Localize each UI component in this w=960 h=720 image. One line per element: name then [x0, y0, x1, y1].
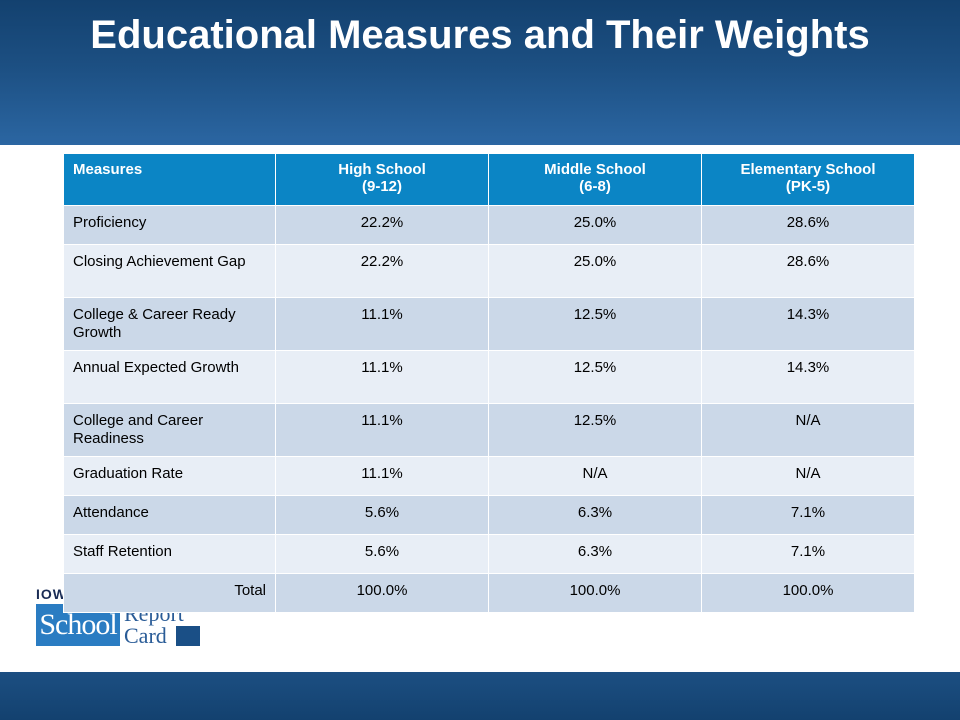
table-row: Annual Expected Growth 11.1% 12.5% 14.3% — [63, 350, 915, 404]
header-elementary-school: Elementary School (PK-5) — [701, 153, 915, 206]
measure-cell: College and Career Readiness — [63, 403, 276, 457]
logo-square-mark — [176, 626, 200, 646]
middle-school-cell: 12.5% — [488, 297, 702, 351]
table-header-row: Measures High School (9-12) Middle Schoo… — [63, 153, 915, 206]
middle-school-cell: 6.3% — [488, 495, 702, 535]
middle-school-cell: 12.5% — [488, 403, 702, 457]
elementary-school-cell: 14.3% — [701, 350, 915, 404]
measure-cell: Attendance — [63, 495, 276, 535]
slide-footer-band — [0, 672, 960, 720]
high-school-cell: 22.2% — [275, 244, 489, 298]
header-measures: Measures — [63, 153, 276, 206]
table-row: College and Career Readiness 11.1% 12.5%… — [63, 403, 915, 457]
header-middle-school-line2: (6-8) — [579, 178, 611, 195]
measure-cell: Closing Achievement Gap — [63, 244, 276, 298]
high-school-cell: 5.6% — [275, 534, 489, 574]
measure-cell: Proficiency — [63, 205, 276, 245]
slide-title: Educational Measures and Their Weights — [90, 13, 870, 57]
header-elementary-school-line2: (PK-5) — [785, 178, 831, 195]
high-school-cell: 11.1% — [275, 350, 489, 404]
high-school-cell: 11.1% — [275, 403, 489, 457]
high-school-cell: 11.1% — [275, 456, 489, 496]
elementary-school-cell: N/A — [701, 403, 915, 457]
header-high-school-line1: High School — [338, 161, 426, 178]
high-school-cell: 11.1% — [275, 297, 489, 351]
measure-cell: Graduation Rate — [63, 456, 276, 496]
middle-school-cell: 25.0% — [488, 244, 702, 298]
elementary-school-cell: 14.3% — [701, 297, 915, 351]
logo-card-text: Card — [124, 623, 167, 648]
header-elementary-school-line1: Elementary School — [740, 161, 876, 178]
middle-school-cell: 12.5% — [488, 350, 702, 404]
logo-state-text: IOW — [36, 586, 67, 602]
table-row: Attendance 5.6% 6.3% 7.1% — [63, 495, 915, 535]
elementary-school-cell: 28.6% — [701, 205, 915, 245]
total-label-cell: Total — [63, 573, 276, 613]
header-middle-school-line1: Middle School — [544, 161, 646, 178]
header-high-school-line2: (9-12) — [361, 178, 402, 195]
table-row: Graduation Rate 11.1% N/A N/A — [63, 456, 915, 496]
middle-school-cell: 6.3% — [488, 534, 702, 574]
elementary-school-cell: 7.1% — [701, 534, 915, 574]
middle-school-cell: 25.0% — [488, 205, 702, 245]
slide-header-band — [0, 0, 960, 145]
elementary-school-total-cell: 100.0% — [701, 573, 915, 613]
table-row: Proficiency 22.2% 25.0% 28.6% — [63, 205, 915, 245]
measure-cell: Annual Expected Growth — [63, 350, 276, 404]
table-row: Closing Achievement Gap 22.2% 25.0% 28.6… — [63, 244, 915, 298]
total-row: Total 100.0% 100.0% 100.0% — [63, 573, 915, 613]
high-school-total-cell: 100.0% — [275, 573, 489, 613]
high-school-cell: 5.6% — [275, 495, 489, 535]
elementary-school-cell: 7.1% — [701, 495, 915, 535]
header-middle-school: Middle School (6-8) — [488, 153, 702, 206]
elementary-school-cell: N/A — [701, 456, 915, 496]
middle-school-cell: N/A — [488, 456, 702, 496]
high-school-cell: 22.2% — [275, 205, 489, 245]
middle-school-total-cell: 100.0% — [488, 573, 702, 613]
elementary-school-cell: 28.6% — [701, 244, 915, 298]
measure-cell: College & Career Ready Growth — [63, 297, 276, 351]
measure-cell: Staff Retention — [63, 534, 276, 574]
header-high-school: High School (9-12) — [275, 153, 489, 206]
table-row: College & Career Ready Growth 11.1% 12.5… — [63, 297, 915, 351]
measures-weights-table: Measures High School (9-12) Middle Schoo… — [63, 153, 915, 613]
table-row: Staff Retention 5.6% 6.3% 7.1% — [63, 534, 915, 574]
header-measures-line1: Measures — [73, 161, 143, 178]
